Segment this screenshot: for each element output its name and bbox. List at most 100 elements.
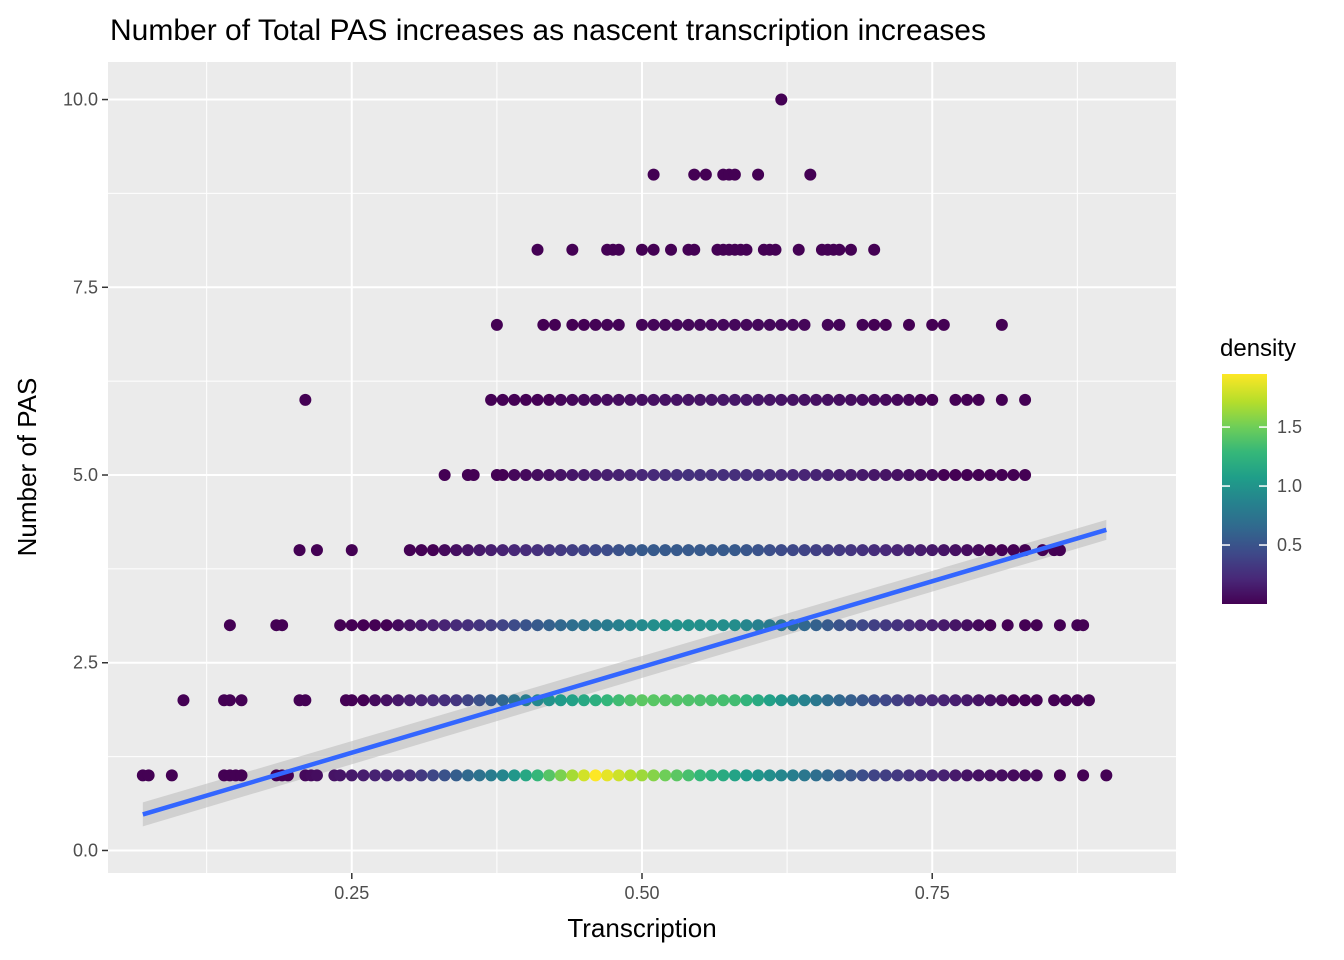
x-tick-label: 0.75 [915,883,950,903]
data-point [868,469,881,482]
data-point [589,469,602,482]
data-point [775,769,788,782]
data-point [821,318,834,331]
data-point [566,318,579,331]
data-point [810,544,823,557]
data-point [752,469,765,482]
data-point [647,318,660,331]
data-point [485,769,498,782]
data-point [717,318,730,331]
data-point [636,769,648,782]
data-point [636,544,648,557]
data-point [1007,769,1020,782]
data-point [659,469,672,482]
data-point [728,544,741,557]
data-point [728,318,741,331]
data-point [682,469,695,482]
data-point [688,243,701,256]
data-point [1048,694,1061,707]
data-point [485,619,498,632]
data-point [926,544,939,557]
data-point [752,619,765,632]
data-point [728,619,741,632]
data-point [995,544,1008,557]
data-point [926,694,939,707]
y-tick-label: 7.5 [73,277,98,297]
data-point [856,619,869,632]
data-point [624,694,637,707]
data-point [786,469,799,482]
data-point [612,544,625,557]
data-point [937,469,950,482]
data-point [357,619,370,632]
data-point [914,544,927,557]
data-point [903,318,915,331]
y-axis: 0.0 2.5 5.0 7.5 10.0 [63,90,108,860]
data-point [473,769,486,782]
data-point [589,769,602,782]
data-point [612,393,625,406]
data-point [473,544,486,557]
data-point [937,769,950,782]
data-point [612,469,625,482]
data-point [682,694,695,707]
data-point [775,93,788,106]
data-point [879,769,892,782]
data-point [636,318,648,331]
data-point [554,544,567,557]
data-point [833,769,846,782]
data-point [1077,769,1090,782]
data-point [438,619,451,632]
data-point [972,619,985,632]
data-point [577,469,590,482]
data-point [937,619,950,632]
data-point [659,769,672,782]
data-point [647,619,660,632]
data-point [519,393,532,406]
data-point [786,769,799,782]
data-point [577,318,590,331]
data-point [531,469,544,482]
data-point [798,694,811,707]
data-point [427,619,440,632]
data-point [717,769,730,782]
data-point [705,318,718,331]
data-point [763,694,776,707]
data-point [879,393,892,406]
data-point [566,393,579,406]
data-point [740,469,753,482]
chart-title: Number of Total PAS increases as nascent… [110,14,986,47]
data-point [369,619,381,632]
data-point [821,619,834,632]
data-point [577,769,590,782]
data-point [636,393,648,406]
data-point [612,318,625,331]
data-point [577,619,590,632]
data-point [670,769,683,782]
data-point [984,469,997,482]
data-point [554,393,567,406]
data-point [961,619,974,632]
data-point [995,694,1008,707]
data-point [844,243,857,256]
data-point [665,243,678,256]
data-point [1077,619,1090,632]
data-point [926,619,939,632]
data-point [601,393,614,406]
data-point [403,769,416,782]
data-point [467,469,480,482]
data-point [891,544,904,557]
data-point [659,318,672,331]
data-point [752,318,765,331]
data-point [577,694,590,707]
data-point [566,769,579,782]
data-point [299,694,312,707]
data-point [984,544,997,557]
data-point [752,769,765,782]
data-point [392,769,405,782]
data-point [670,694,683,707]
data-point [415,544,428,557]
legend-tick-label: 0.5 [1277,535,1302,555]
data-point [485,544,498,557]
data-point [961,694,974,707]
